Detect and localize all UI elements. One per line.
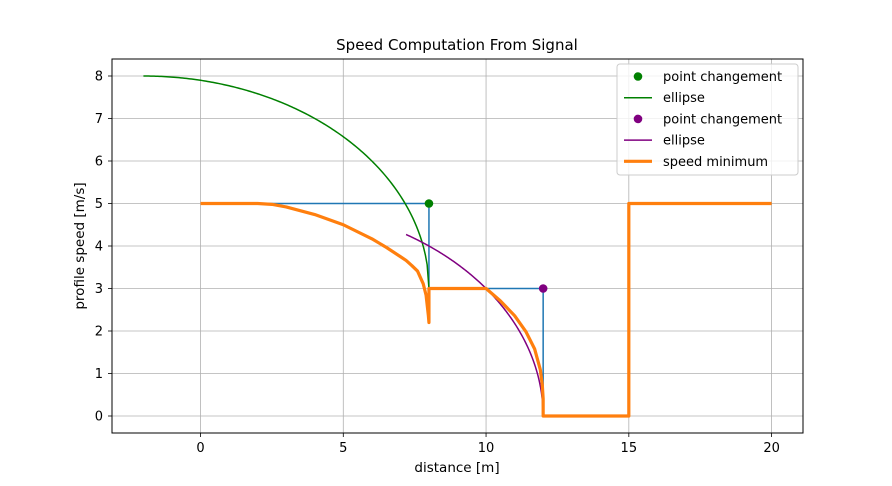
legend-label: point changement (663, 70, 782, 85)
legend-label: ellipse (663, 134, 705, 149)
point-changement-marker (424, 199, 434, 208)
y-tick-label: 1 (95, 367, 103, 382)
point-changement-marker (538, 284, 548, 293)
chart-title: Speed Computation From Signal (336, 36, 578, 54)
ellipse-curve-purple (405, 233, 544, 417)
y-tick-label: 7 (95, 112, 103, 127)
legend-marker-dot (633, 114, 643, 124)
x-tick-label: 0 (196, 441, 204, 456)
legend-marker-dot (633, 72, 643, 81)
x-tick-label: 20 (763, 441, 780, 456)
y-axis-label: profile speed [m/s] (72, 182, 88, 309)
legend-box (616, 63, 799, 176)
speed-minimum-line (200, 201, 772, 418)
x-tick-label: 15 (621, 441, 638, 456)
x-tick-label: 5 (339, 441, 347, 456)
ellipse-curve-green (143, 75, 430, 289)
y-tick-label: 0 (95, 410, 103, 425)
legend-label: speed minimum (663, 155, 768, 170)
legend-label: ellipse (663, 91, 705, 106)
x-axis-label: distance [m] (414, 460, 499, 476)
axis-ticks: 0 5 10 15 20 0 1 2 3 4 5 6 7 8 (95, 70, 780, 457)
x-tick-label: 10 (478, 441, 495, 456)
y-tick-label: 5 (95, 197, 103, 212)
y-tick-label: 3 (95, 282, 103, 297)
legend-label: point changement (663, 112, 782, 127)
y-tick-label: 8 (95, 70, 103, 85)
plot-series (143, 75, 772, 418)
legend: point changement ellipse point changement e… (616, 63, 799, 176)
y-tick-label: 6 (95, 155, 103, 170)
y-tick-label: 2 (95, 325, 103, 340)
y-tick-label: 4 (95, 240, 103, 255)
